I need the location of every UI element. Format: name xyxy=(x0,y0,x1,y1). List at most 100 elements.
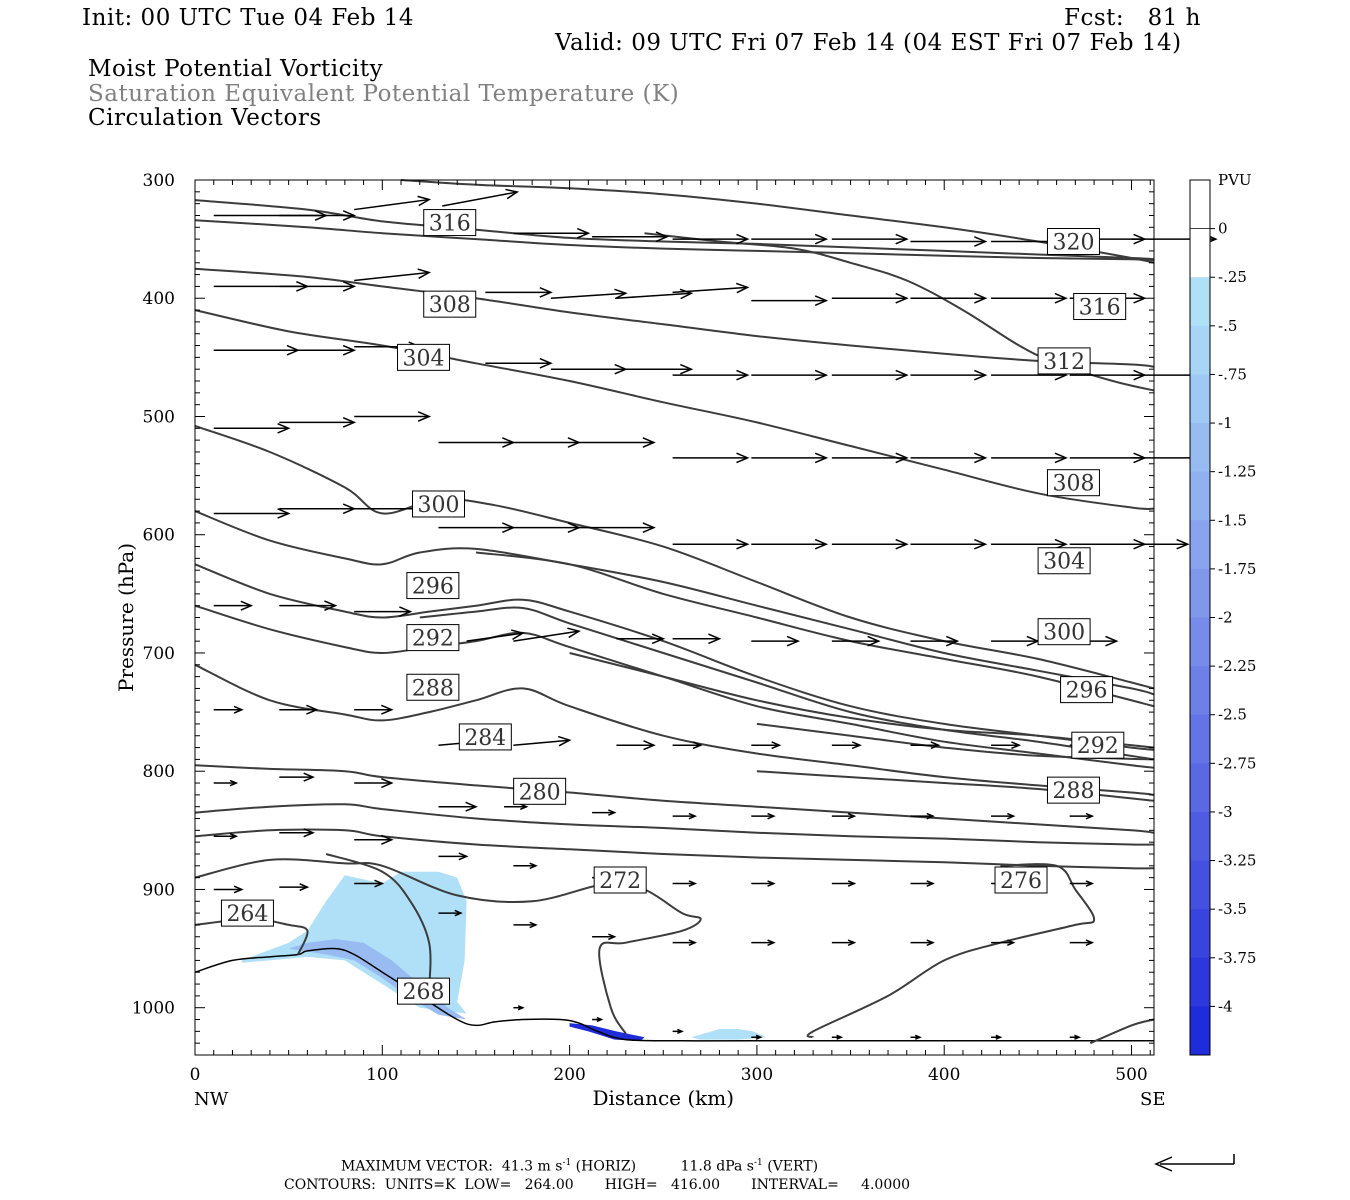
circulation-vector-head xyxy=(306,704,319,715)
circulation-vector-head xyxy=(417,195,432,207)
theta-es-contour-line xyxy=(569,652,1155,749)
circulation-vector-head xyxy=(517,1005,525,1011)
circulation-vector-head xyxy=(1176,538,1190,550)
mpv-shading-region xyxy=(691,1029,767,1040)
contour-label: 304 xyxy=(1043,550,1085,575)
circulation-vector-shaft xyxy=(442,191,518,207)
colorbar-segment xyxy=(1190,325,1210,375)
circulation-vector-head xyxy=(557,735,572,747)
colorbar-segment xyxy=(1190,714,1210,764)
circulation-vector-head xyxy=(651,633,666,645)
circulation-vector-head xyxy=(576,227,591,239)
circulation-vector-head xyxy=(1007,939,1016,946)
circulation-vector-head xyxy=(342,344,357,356)
colorbar-label: 0 xyxy=(1218,220,1228,238)
x-left-endpoint: NW xyxy=(194,1089,229,1110)
colorbar-segment xyxy=(1190,471,1210,521)
colorbar-label: -3 xyxy=(1218,803,1233,821)
circulation-vector-head xyxy=(567,627,581,639)
colorbar-segment xyxy=(1190,617,1210,667)
circulation-vector-head xyxy=(926,939,935,946)
circulation-vector-shaft xyxy=(616,292,692,299)
contour-label-box xyxy=(1037,618,1091,646)
field-title-vectors: Circulation Vectors xyxy=(88,105,322,131)
circulation-vector-head xyxy=(454,909,463,917)
contour-label-box xyxy=(220,899,274,927)
contour-label: 296 xyxy=(1066,679,1108,704)
x-tick-label: 0 xyxy=(190,1065,201,1085)
colorbar-label: -.75 xyxy=(1218,365,1247,383)
colorbar-segment xyxy=(1190,811,1210,862)
circulation-vector-head xyxy=(974,292,988,304)
colorbar-label: -4 xyxy=(1218,997,1233,1015)
contour-label: 288 xyxy=(1052,779,1094,804)
circulation-vector-head xyxy=(677,1028,684,1034)
colorbar-label: -.25 xyxy=(1218,268,1247,286)
colorbar-unit: PVU xyxy=(1218,171,1252,189)
theta-es-contour-line xyxy=(194,803,1155,846)
circulation-vector-head xyxy=(417,268,432,279)
circulation-vector-head xyxy=(505,188,520,200)
contour-label: 296 xyxy=(412,575,454,600)
circulation-vector-head xyxy=(945,635,960,647)
circulation-vector-head xyxy=(895,452,909,464)
contour-label-box xyxy=(423,209,477,237)
contour-label-box xyxy=(411,490,465,518)
circulation-vector-head xyxy=(1054,292,1068,304)
circulation-vector-head xyxy=(736,538,750,550)
circulation-vector-head xyxy=(381,834,394,845)
contour-label-box xyxy=(1037,547,1091,575)
x-tick-label: 200 xyxy=(553,1065,585,1085)
contour-label: 292 xyxy=(1077,734,1119,759)
theta-es-contour-line xyxy=(419,606,1155,761)
circulation-vector-head xyxy=(847,880,857,887)
contour-labels-layer: 316 320 308 316 304 312 308 300 304 296 300 292 296 2… xyxy=(220,209,1127,1005)
axes-layer: 0 100 200 300 400 500 300 400 500 600 700 800 900 100… xyxy=(132,171,1154,1085)
circulation-vector-head xyxy=(229,832,239,840)
circulation-vector-head xyxy=(520,803,529,811)
circulation-vector-head xyxy=(692,741,703,750)
circulation-vector-head xyxy=(381,777,394,789)
vert-unit: (VERT) xyxy=(767,1158,819,1175)
circulation-vector-head xyxy=(233,705,244,714)
circulation-vector-head xyxy=(374,879,385,888)
circulation-vector-head xyxy=(867,635,881,647)
circulation-vector-head xyxy=(1054,452,1068,464)
circulation-vector-head xyxy=(847,812,857,820)
circulation-vector-head xyxy=(417,411,432,422)
circulation-vector-head xyxy=(974,538,988,550)
circulation-vector-head xyxy=(381,704,394,715)
contour-label: 316 xyxy=(1079,296,1121,321)
x-tick-label: 400 xyxy=(928,1065,960,1085)
circulation-vector-shaft xyxy=(466,632,523,642)
theta-es-contour-line xyxy=(194,309,1155,510)
circulation-vector-head xyxy=(895,538,909,550)
circulation-vector-head xyxy=(995,1034,1003,1040)
contour-label-box xyxy=(1071,731,1125,759)
contour-label-box xyxy=(1060,676,1114,704)
y-tick-label: 800 xyxy=(143,762,175,782)
circulation-vector-head xyxy=(767,812,776,820)
valid-time: Valid: 09 UTC Fri 07 Feb 14 (04 EST Fri … xyxy=(555,30,1182,56)
mpv-shading-region xyxy=(569,1023,645,1041)
colorbar-segment xyxy=(1190,568,1210,618)
circulation-vector-head xyxy=(847,939,857,946)
circulation-vector-head xyxy=(814,233,829,245)
horiz-value: 41.3 m s xyxy=(501,1158,563,1175)
theta-es-contour-line xyxy=(194,510,1155,696)
contour-label: 268 xyxy=(403,980,445,1005)
circulation-vector-head xyxy=(836,1034,844,1040)
contour-label: 300 xyxy=(1043,621,1085,646)
circulation-vector-head xyxy=(642,437,656,448)
theta-es-contour-line xyxy=(1089,1018,1155,1045)
circulation-vector-head xyxy=(240,600,254,611)
circulation-vector-head xyxy=(1085,880,1095,887)
circulation-vector-head xyxy=(895,233,909,245)
contour-label: 276 xyxy=(1000,869,1042,894)
contour-label-box xyxy=(397,343,451,371)
contour-label: 292 xyxy=(412,627,454,652)
circulation-vector-head xyxy=(643,740,656,751)
circulation-vector-head xyxy=(277,422,291,434)
circulation-vector-head xyxy=(688,880,698,887)
field-title-mpv: Moist Potential Vorticity xyxy=(88,56,384,82)
